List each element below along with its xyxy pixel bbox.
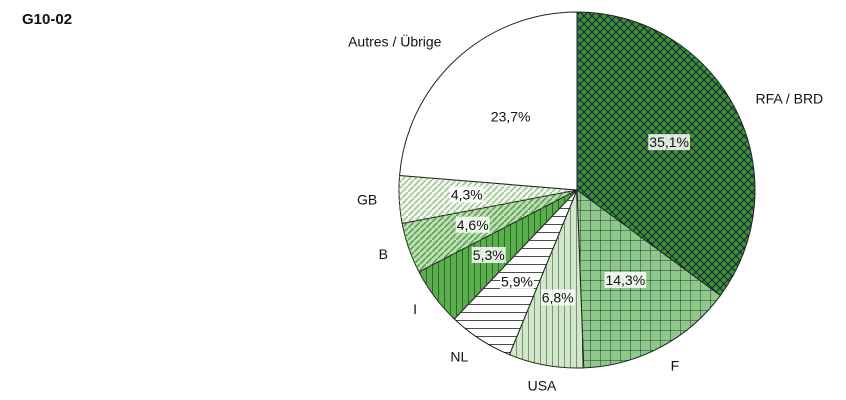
value-label: 23,7% [491, 109, 531, 125]
category-label: I [413, 301, 417, 317]
value-label-bg [455, 216, 490, 233]
category-label: Autres / Übrige [348, 33, 442, 50]
category-label: RFA / BRD [755, 90, 823, 106]
category-label: F [671, 357, 680, 373]
category-label: NL [450, 349, 468, 365]
value-label-bg [449, 186, 484, 203]
value-label: 4,3% [451, 187, 483, 203]
value-label: 35,1% [649, 134, 689, 150]
slice-hatch [577, 190, 721, 368]
category-label: B [379, 246, 388, 262]
category-label: GB [357, 191, 377, 207]
slice-hatch [577, 12, 755, 296]
value-label: 4,6% [457, 217, 489, 233]
value-label-bg [540, 289, 575, 306]
category-label: USA [528, 378, 557, 394]
value-label: 5,9% [501, 273, 533, 289]
value-label-bg [489, 108, 532, 125]
value-label: 6,8% [542, 289, 574, 305]
value-label-bg [471, 246, 506, 263]
value-label: 5,3% [473, 247, 505, 263]
slice-hatch [454, 190, 577, 355]
value-label-bg [500, 273, 534, 290]
value-label-bg [604, 271, 647, 288]
pie-slice [399, 11, 578, 191]
chart-title: G10-02 [22, 11, 72, 28]
slice-hatch [398, 175, 577, 224]
value-label-bg [648, 134, 690, 151]
slice-hatch [509, 190, 584, 368]
value-label: 14,3% [605, 272, 645, 288]
